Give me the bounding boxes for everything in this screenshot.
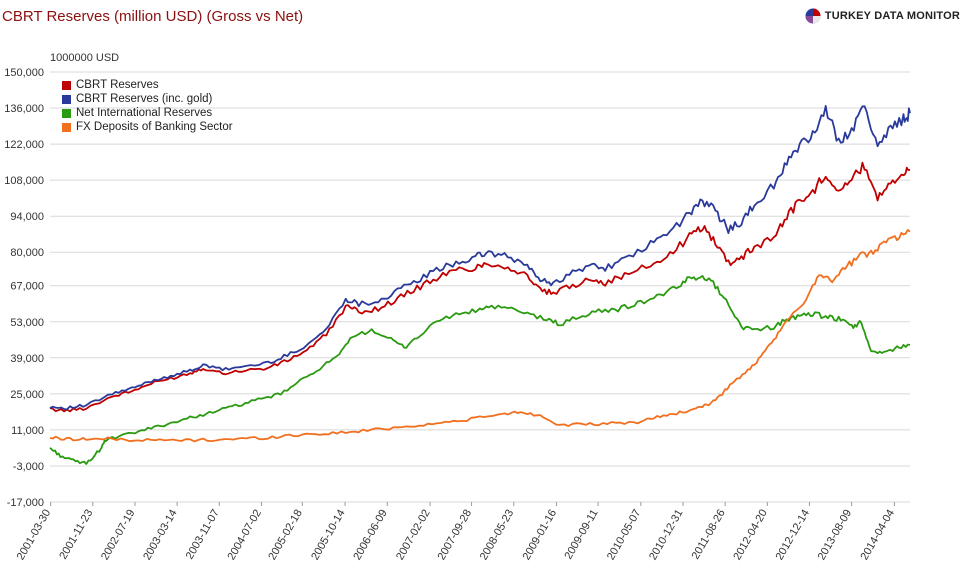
legend-label: CBRT Reserves (inc. gold): [76, 93, 213, 105]
y-axis-unit-label: 1000000 USD: [50, 52, 120, 64]
x-tick-label: 2003-03-14: [141, 508, 180, 563]
legend-swatch-cbrt-gold: [62, 94, 71, 104]
x-tick-label: 2002-07-19: [99, 508, 138, 563]
y-tick-label: 136,000: [4, 103, 44, 115]
x-tick-label: 2008-05-23: [478, 508, 517, 563]
y-tick-label: 80,000: [10, 247, 44, 259]
y-tick-label: -17,000: [7, 497, 44, 509]
legend-swatch-cbrt: [62, 80, 71, 90]
y-tick-label: 11,000: [11, 425, 44, 437]
brand-logo[interactable]: TURKEY DATA MONITOR: [805, 8, 960, 24]
x-tick-label: 2001-11-23: [57, 508, 95, 562]
grid-lines: [50, 71, 910, 503]
y-tick-label: 39,000: [10, 353, 44, 365]
legend-item-cbrt-reserves[interactable]: CBRT Reserves: [62, 78, 233, 92]
y-tick-label: 122,000: [4, 139, 44, 151]
x-tick-label: 2009-01-16: [521, 508, 560, 563]
brand-name: TURKEY DATA MONITOR: [824, 10, 960, 22]
chart-title: CBRT Reserves (million USD) (Gross vs Ne…: [2, 8, 304, 25]
x-tick-label: 2005-02-18: [266, 508, 305, 563]
y-axis-ticks: 150,000 136,000 122,000 108,000 94,000 80,000…: [4, 67, 44, 509]
x-tick-label: 2012-04-20: [731, 508, 770, 563]
y-tick-label: 67,000: [10, 281, 44, 293]
x-tick-label: 2013-08-09: [816, 508, 855, 563]
legend: CBRT Reserves CBRT Reserves (inc. gold) …: [62, 78, 233, 134]
x-tick-label: 2010-05-07: [605, 508, 644, 563]
series-line-cbrt-reserves[interactable]: [49, 161, 911, 413]
legend-item-net-international-reserves[interactable]: Net International Reserves: [62, 106, 233, 120]
globe-icon: [805, 8, 821, 24]
x-tick-label: 2014-04-04: [858, 508, 897, 563]
legend-label: CBRT Reserves: [76, 79, 159, 91]
y-tick-label: 94,000: [10, 211, 44, 223]
legend-swatch-nir: [62, 108, 71, 118]
y-tick-label: 150,000: [4, 67, 44, 79]
y-tick-label: 108,000: [4, 175, 44, 187]
x-tick-label: 2007-09-28: [436, 507, 475, 562]
x-tick-label: 2005-10-14: [309, 508, 348, 563]
x-tick-label: 2001-03-30: [15, 508, 54, 563]
x-tick-label: 2003-11-07: [184, 508, 222, 562]
y-tick-label: 25,000: [10, 389, 44, 401]
legend-item-fx-deposits[interactable]: FX Deposits of Banking Sector: [62, 120, 233, 134]
x-tick-label: 2012-12-14: [774, 508, 813, 563]
legend-label: FX Deposits of Banking Sector: [76, 121, 233, 133]
x-axis-ticks: 2001-03-30 2001-11-23 2002-07-19 2003-03-14…: [15, 502, 897, 562]
x-tick-label: 2011-08-26: [690, 508, 728, 562]
series-line-fx-deposits-of-banking-sector[interactable]: [49, 229, 911, 443]
y-tick-label: -3,000: [13, 461, 44, 473]
x-tick-label: 2009-09-11: [563, 508, 601, 562]
legend-label: Net International Reserves: [76, 107, 213, 119]
x-tick-label: 2006-06-09: [351, 508, 390, 563]
series-line-net-international-reserves[interactable]: [49, 275, 911, 465]
series-line-cbrt-reserves-inc-gold[interactable]: [49, 105, 911, 411]
y-tick-label: 53,000: [10, 317, 44, 329]
series-lines: [49, 105, 911, 465]
x-tick-label: 2010-12-31: [647, 508, 686, 563]
legend-swatch-fx: [62, 122, 71, 132]
x-tick-label: 2004-07-02: [225, 508, 264, 563]
legend-item-cbrt-reserves-gold[interactable]: CBRT Reserves (inc. gold): [62, 92, 233, 106]
x-tick-label: 2007-02-02: [394, 508, 433, 563]
